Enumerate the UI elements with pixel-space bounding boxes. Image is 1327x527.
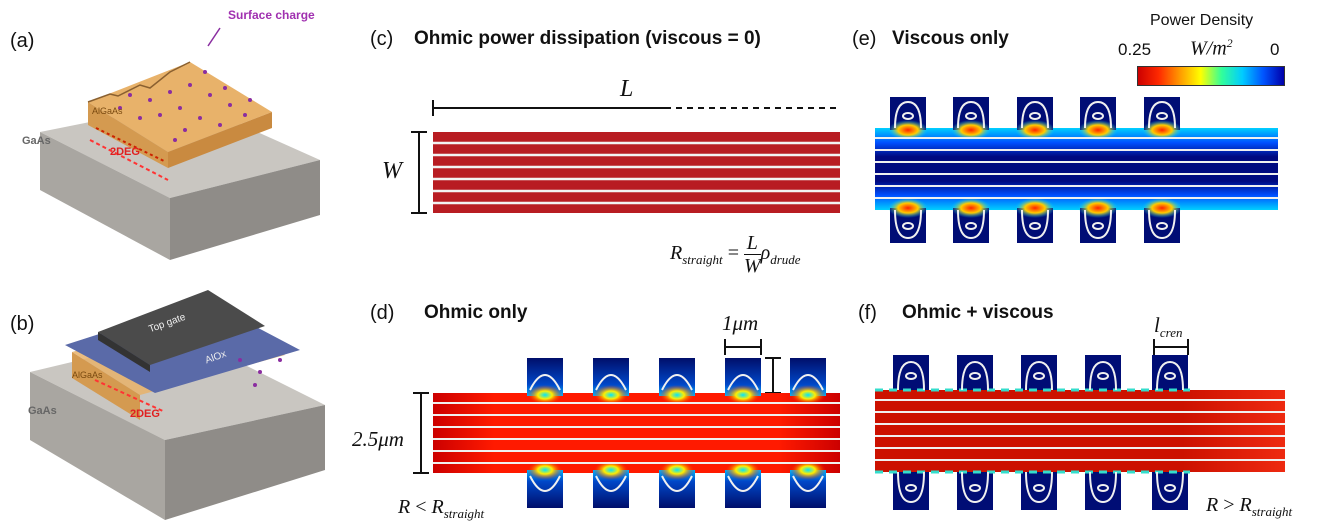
formula-num: L (743, 232, 761, 255)
gaas-label-a: GaAs (22, 135, 51, 147)
panel-d-title: Ohmic only (424, 302, 528, 323)
crenel-l: l (1154, 313, 1160, 337)
length-label: L (620, 76, 634, 102)
rel-d-r2: R (431, 496, 444, 518)
rel-d-r: R (398, 496, 411, 518)
rel-d-op: < (415, 496, 427, 518)
surface-charge-label: Surface charge (228, 8, 315, 22)
panel-e-title: Viscous only (892, 28, 1009, 49)
panel-c-title: Ohmic power dissipation (viscous = 0) (414, 28, 761, 49)
panel-b-device-illustration (30, 290, 325, 520)
panel-f-letter: (f) (858, 302, 877, 324)
formula-r-sub: straight (682, 252, 723, 268)
twodeg-label-a: 2DEG (110, 146, 140, 158)
crenel-sub: cren (1159, 325, 1183, 341)
panel-c-letter: (c) (370, 28, 394, 50)
algaas-label-a: AlGaAs (92, 106, 123, 116)
formula-eq: = (727, 242, 739, 265)
width-label: W (382, 158, 402, 184)
panel-a-device-illustration (40, 27, 320, 260)
panel-d-letter: (d) (370, 302, 395, 324)
relation-less-than: R < Rstraight (398, 496, 484, 522)
crenel-length-label: lcren (1154, 313, 1182, 341)
panel-e-letter: (e) (852, 28, 877, 50)
colorbar-title: Power Density (1150, 12, 1254, 29)
rel-d-sub: straight (443, 506, 485, 521)
colorbar-max: 0.25 (1118, 40, 1152, 59)
gaas-label-b: GaAs (28, 405, 57, 417)
colorbar-units-text: W/m (1190, 37, 1227, 60)
width-label-2-5um: 2.5μm (352, 427, 404, 451)
panel-a-letter: (a) (10, 30, 35, 52)
r-straight-formula: Rstraight = L W ρdrude (670, 232, 801, 277)
formula-den: W (743, 255, 761, 277)
formula-rho-sub: drude (770, 252, 801, 268)
colorbar-units-sup: 2 (1226, 36, 1233, 50)
colorbar-units: W/m2 (1190, 36, 1233, 61)
formula-rho: ρ (760, 242, 771, 265)
colorbar-min: 0 (1270, 40, 1280, 59)
rel-f-r: R (1206, 494, 1219, 516)
panel-f-title: Ohmic + viscous (902, 302, 1054, 323)
rel-f-sub: straight (1251, 504, 1293, 519)
twodeg-label-b: 2DEG (130, 408, 160, 420)
scale-label-1um: 1μm (722, 311, 759, 335)
algaas-label-b: AlGaAs (72, 370, 103, 380)
rel-f-r2: R (1239, 494, 1252, 516)
rel-f-op: > (1223, 494, 1235, 516)
relation-greater-than: R > Rstraight (1206, 494, 1292, 520)
formula-r: R (670, 242, 683, 265)
panel-b-letter: (b) (10, 313, 35, 335)
colorbar-gradient (1137, 66, 1285, 86)
